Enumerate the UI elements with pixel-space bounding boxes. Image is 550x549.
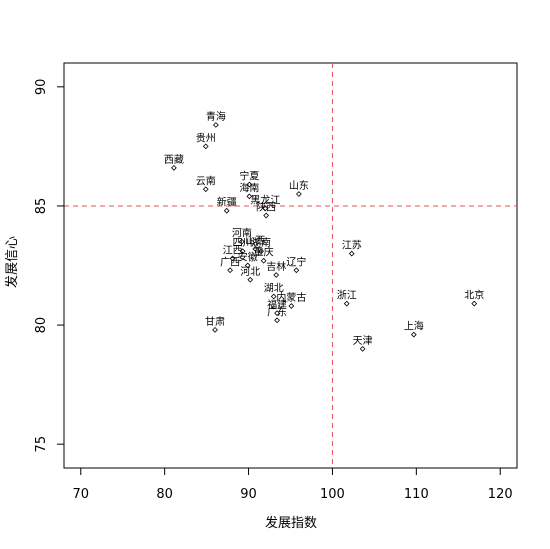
data-point bbox=[252, 245, 259, 252]
y-tick-label: 90 bbox=[34, 79, 49, 96]
data-point bbox=[296, 191, 302, 197]
data-point bbox=[343, 300, 350, 307]
data-point bbox=[359, 346, 366, 352]
data-point bbox=[247, 276, 254, 283]
point-label: 广西 bbox=[220, 256, 240, 268]
point-label: 河北 bbox=[240, 266, 260, 278]
y-tick-label: 75 bbox=[34, 436, 49, 453]
point-label: 云南 bbox=[196, 174, 216, 187]
point-label: 山西 bbox=[245, 235, 265, 247]
data-point bbox=[274, 310, 280, 317]
data-point bbox=[263, 212, 270, 219]
data-point bbox=[229, 255, 236, 262]
data-point bbox=[202, 186, 209, 193]
point-label: 湖北 bbox=[264, 282, 284, 294]
point-label: 安徽 bbox=[238, 251, 258, 264]
x-axis: 70 80 90 100 110 120 bbox=[73, 467, 513, 502]
data-point bbox=[239, 248, 246, 255]
data-point bbox=[273, 272, 280, 278]
x-tick-label: 120 bbox=[488, 487, 513, 502]
y-tick-label: 80 bbox=[34, 317, 49, 334]
data-point bbox=[212, 326, 218, 333]
point-label: 山东 bbox=[289, 179, 309, 192]
x-tick-label: 90 bbox=[240, 487, 257, 502]
x-tick-label: 100 bbox=[320, 487, 345, 502]
data-point bbox=[238, 238, 245, 245]
point-label: 广东 bbox=[267, 305, 287, 318]
point-label: 新疆 bbox=[217, 196, 237, 209]
data-point bbox=[288, 303, 295, 309]
point-label: 贵州 bbox=[196, 131, 216, 144]
data-point bbox=[270, 293, 277, 300]
point-label: 西藏 bbox=[164, 154, 184, 166]
point-label: 内蒙古 bbox=[276, 291, 306, 304]
point-label: 江西 bbox=[223, 244, 243, 256]
data-point bbox=[227, 267, 233, 274]
y-tick-label: 85 bbox=[34, 198, 49, 215]
data-point bbox=[212, 122, 219, 128]
point-label: 黑龙江 bbox=[250, 193, 280, 206]
data-point bbox=[262, 205, 269, 212]
point-label: 天津 bbox=[353, 335, 373, 347]
x-tick-label: 80 bbox=[156, 487, 173, 502]
data-point bbox=[274, 317, 280, 324]
point-label: 海南 bbox=[239, 181, 259, 194]
data-point bbox=[348, 250, 355, 257]
point-label: 四川 bbox=[233, 238, 253, 249]
point-label: 福建 bbox=[267, 298, 287, 311]
x-axis-title: 发展指数 bbox=[265, 515, 317, 531]
data-point bbox=[258, 248, 265, 255]
point-label: 湖南 bbox=[251, 236, 271, 249]
data-point bbox=[202, 143, 209, 150]
point-label: 辽宁 bbox=[286, 255, 306, 268]
data-point bbox=[410, 331, 417, 338]
point-label: 北京 bbox=[464, 289, 484, 302]
point-label: 河南 bbox=[232, 227, 252, 240]
data-point bbox=[246, 181, 253, 188]
data-point bbox=[171, 164, 177, 171]
y-axis: 75 80 85 90 bbox=[34, 79, 65, 453]
data-point bbox=[246, 193, 253, 200]
point-label: 上海 bbox=[404, 320, 424, 333]
point-label: 陕西 bbox=[256, 200, 276, 213]
x-tick-label: 70 bbox=[73, 487, 90, 502]
point-label: 浙江 bbox=[337, 290, 357, 302]
data-point bbox=[244, 262, 251, 269]
y-axis-title: 发展信心 bbox=[4, 236, 20, 288]
data-point bbox=[471, 300, 478, 307]
point-label: 宁夏 bbox=[239, 170, 259, 183]
point-label: 甘肃 bbox=[205, 315, 225, 328]
point-label: 江苏 bbox=[342, 239, 362, 252]
reference-lines bbox=[64, 63, 517, 468]
data-point bbox=[260, 257, 267, 264]
x-tick-label: 110 bbox=[404, 487, 429, 502]
data-point bbox=[293, 267, 300, 274]
point-label: 重庆 bbox=[254, 246, 274, 259]
point-label: 青海 bbox=[206, 110, 226, 123]
point-label: 吉林 bbox=[266, 260, 286, 273]
data-point bbox=[223, 207, 230, 214]
